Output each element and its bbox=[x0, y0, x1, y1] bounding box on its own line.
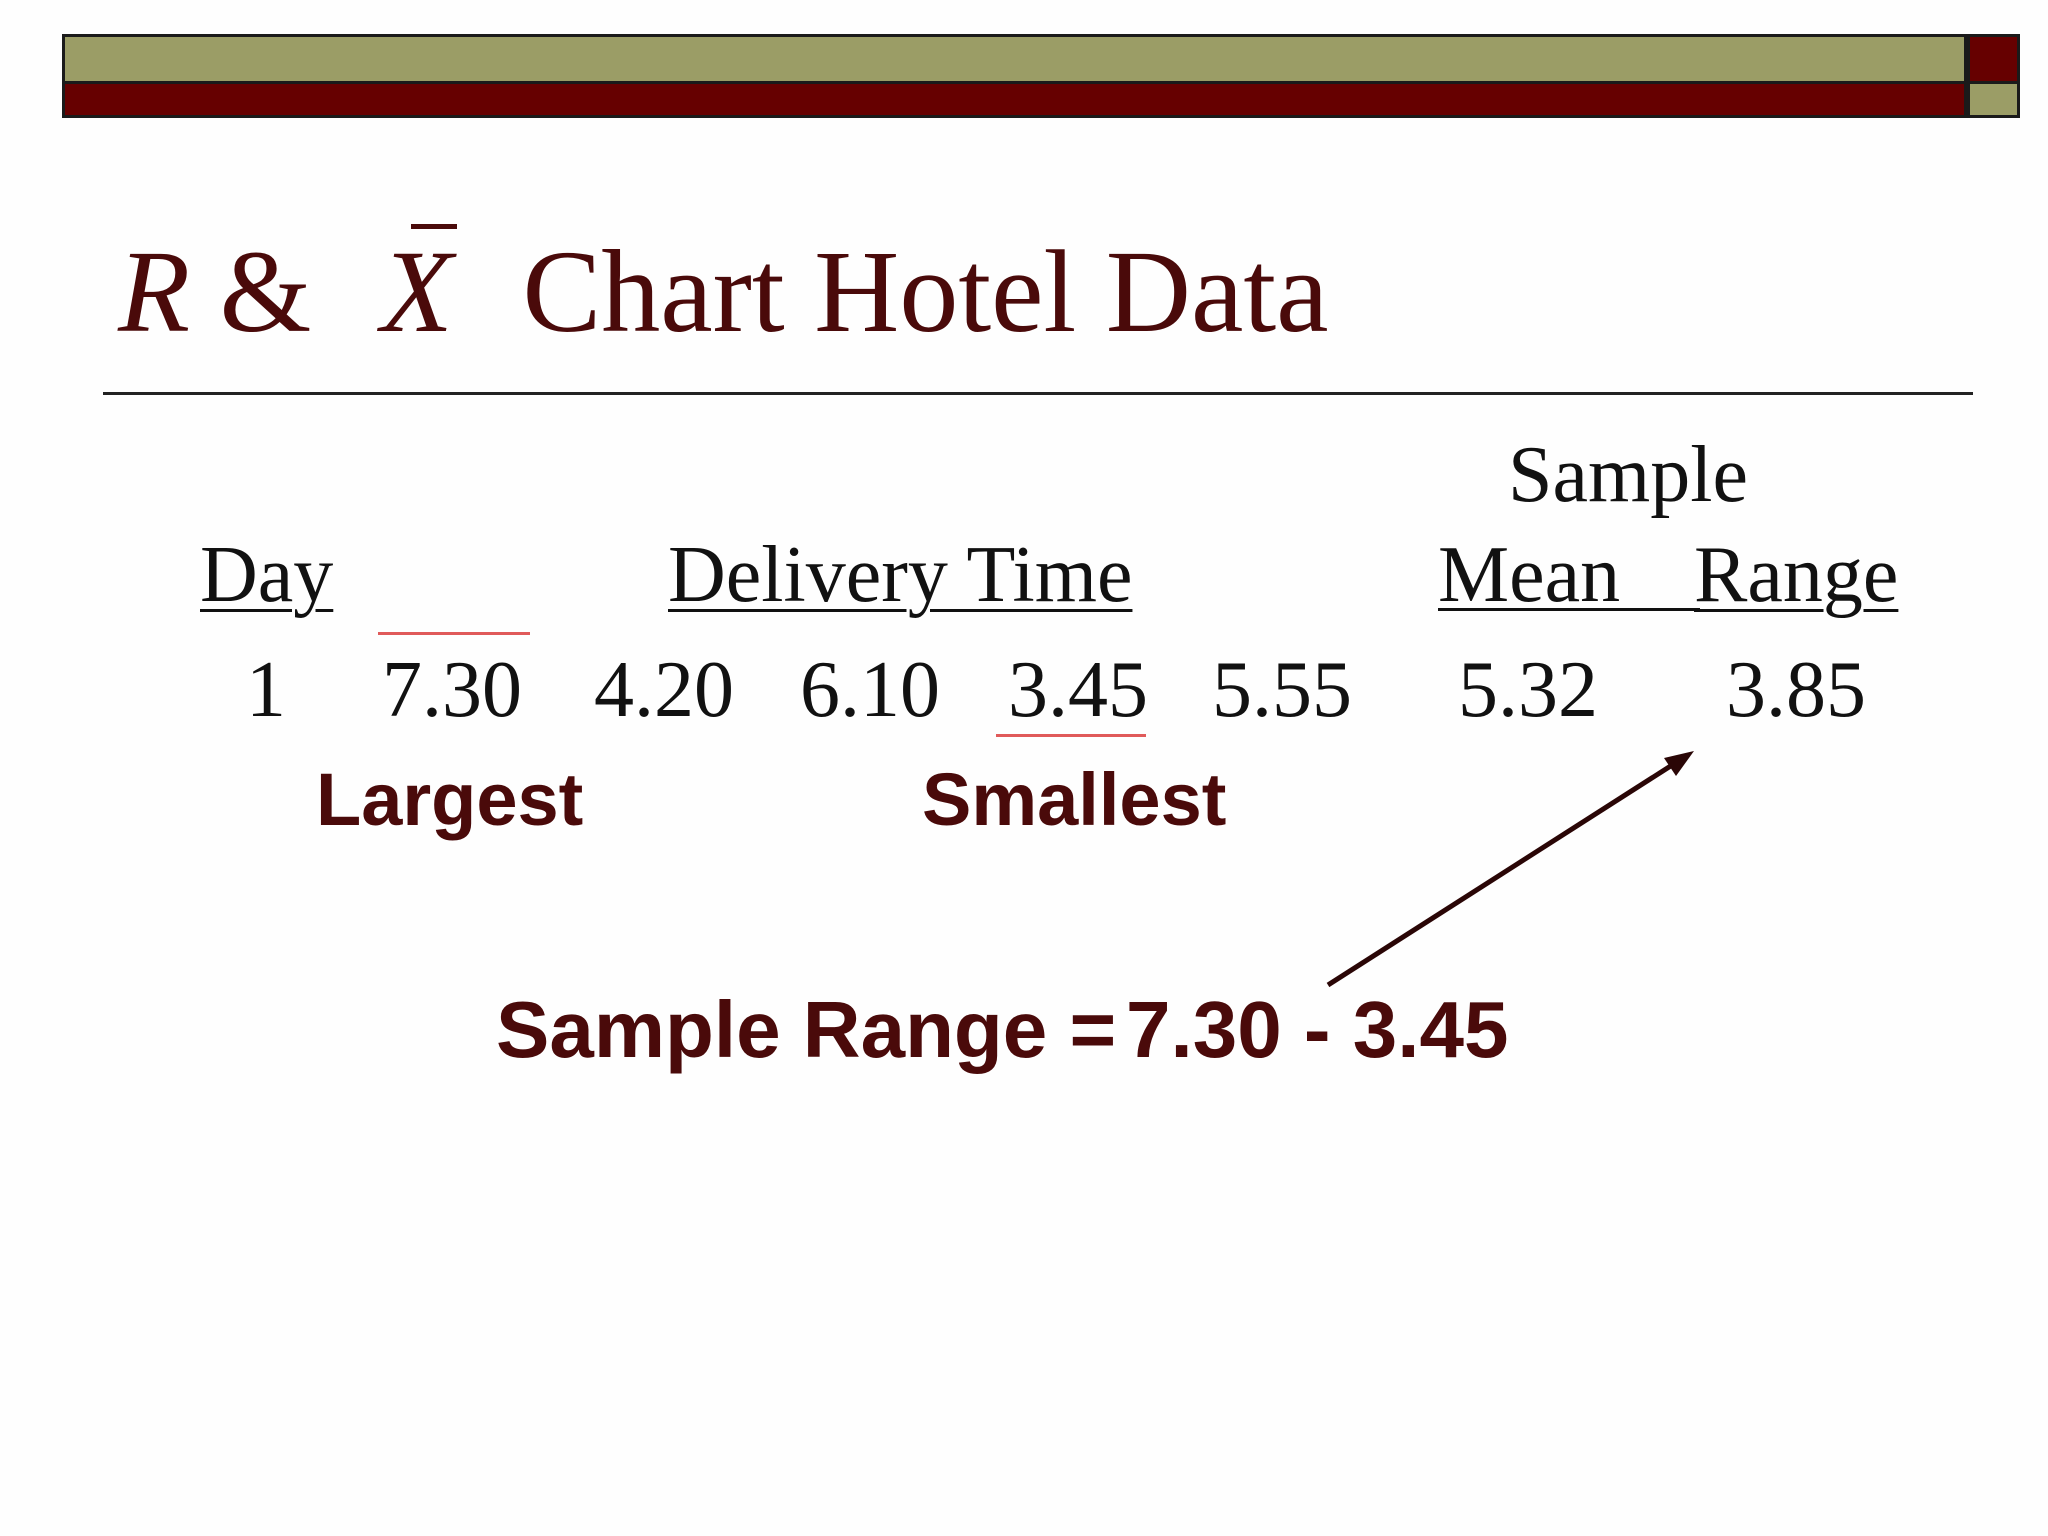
row-time-5: 5.55 bbox=[1212, 646, 1352, 734]
title-text: Chart Hotel Data bbox=[522, 226, 1329, 357]
label-smallest: Smallest bbox=[922, 758, 1227, 841]
header-mean: Mean bbox=[1438, 530, 1701, 619]
header-square-red bbox=[1967, 34, 2020, 84]
header-square-olive bbox=[1967, 84, 2020, 118]
row-time-4: 3.45 bbox=[1008, 646, 1148, 734]
smallest-marker-line bbox=[996, 734, 1146, 737]
row-range: 3.85 bbox=[1726, 646, 1866, 734]
largest-marker-line bbox=[378, 632, 530, 635]
header-sample: Sample bbox=[1508, 431, 1748, 519]
range-arrow-line bbox=[1326, 757, 1682, 988]
range-arrow-head bbox=[1664, 751, 1694, 776]
row-mean: 5.32 bbox=[1458, 646, 1598, 734]
header-day: Day bbox=[200, 531, 334, 619]
row-time-3: 6.10 bbox=[800, 646, 940, 734]
slide-title: R & X Chart Hotel Data bbox=[118, 222, 1329, 362]
header-bar-olive bbox=[62, 34, 1967, 84]
row-day: 1 bbox=[246, 646, 286, 734]
title-divider bbox=[103, 392, 1973, 395]
header-range: Range bbox=[1694, 531, 1899, 619]
title-var-x-bar: X bbox=[381, 222, 458, 362]
title-ampersand: & bbox=[219, 226, 312, 357]
row-time-2: 4.20 bbox=[594, 646, 734, 734]
label-largest: Largest bbox=[316, 758, 584, 841]
formula-label: Sample Range = bbox=[496, 985, 1117, 1074]
header-bar-red bbox=[62, 84, 1967, 118]
title-var-r: R bbox=[118, 226, 191, 357]
row-time-1: 7.30 bbox=[382, 646, 522, 734]
header-delivery-time: Delivery Time bbox=[668, 531, 1133, 619]
formula-expression: 7.30 - 3.45 bbox=[1126, 985, 1509, 1074]
header-mean-label: Mean bbox=[1438, 531, 1621, 619]
